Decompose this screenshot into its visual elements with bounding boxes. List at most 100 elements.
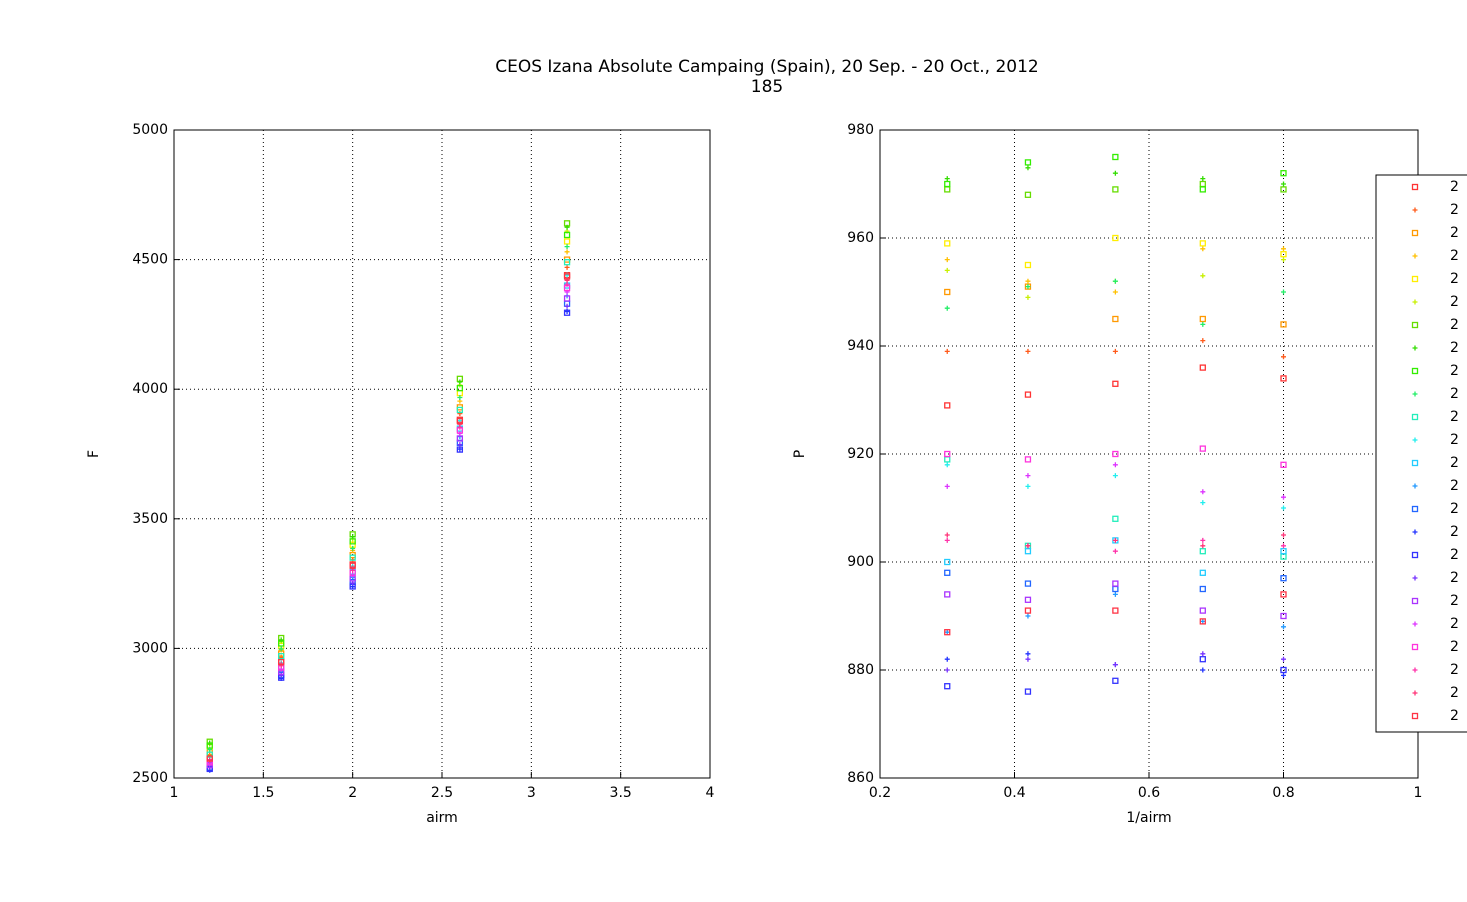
point	[944, 240, 951, 247]
point	[944, 656, 950, 662]
x-tick-label: 2.5	[431, 785, 453, 801]
x-tick-label: 4	[706, 785, 715, 801]
point	[944, 180, 951, 188]
x-tick-label: 0.8	[1272, 785, 1294, 801]
point	[1112, 585, 1119, 593]
point	[456, 385, 464, 392]
point	[1199, 240, 1206, 247]
point	[1024, 580, 1032, 587]
point	[1280, 666, 1287, 674]
point	[944, 257, 950, 263]
point	[1280, 461, 1287, 468]
point	[1281, 494, 1286, 500]
point	[1112, 170, 1118, 176]
point	[1112, 607, 1119, 614]
point	[944, 450, 951, 458]
point	[1280, 251, 1287, 258]
point	[1025, 284, 1031, 290]
point	[1280, 612, 1287, 620]
point	[457, 442, 463, 448]
point	[1199, 607, 1206, 614]
legend-box	[1375, 174, 1467, 733]
point	[1281, 257, 1286, 263]
point	[1024, 191, 1032, 198]
point	[1199, 364, 1206, 371]
point	[564, 244, 570, 250]
legend-marker	[1411, 275, 1419, 283]
point	[1200, 338, 1206, 344]
y-tick-label: 980	[847, 122, 874, 138]
legend-marker	[1411, 367, 1419, 375]
point	[1112, 537, 1118, 543]
point	[1025, 483, 1031, 489]
point	[1280, 186, 1287, 193]
x-tick-label: 2	[348, 785, 357, 801]
point	[944, 402, 951, 409]
point	[563, 238, 571, 245]
legend-marker	[1411, 712, 1419, 720]
legend-marker	[1411, 229, 1419, 237]
point	[1112, 462, 1118, 468]
legend-label: 2	[1450, 386, 1459, 402]
legend-marker	[1412, 690, 1418, 696]
point	[1281, 532, 1286, 538]
legend-label: 2	[1450, 547, 1459, 563]
point	[1112, 515, 1119, 522]
point	[1024, 391, 1032, 398]
point	[944, 667, 950, 673]
legend-marker	[1412, 529, 1418, 535]
point	[349, 554, 356, 561]
point	[1281, 656, 1286, 662]
point	[1199, 180, 1206, 188]
point	[944, 186, 951, 193]
point	[944, 483, 950, 489]
legend-marker	[1411, 597, 1419, 605]
point	[278, 658, 285, 666]
point	[1199, 656, 1206, 663]
x-tick-label: 1	[1414, 785, 1423, 801]
point	[457, 379, 463, 385]
point	[1024, 548, 1032, 555]
legend-label: 2	[1450, 478, 1459, 494]
point	[944, 683, 951, 690]
point	[944, 532, 950, 538]
axes-frame	[173, 129, 711, 779]
point	[1112, 289, 1118, 295]
legend-label: 2	[1450, 639, 1459, 655]
point	[1024, 456, 1032, 463]
point	[456, 389, 464, 397]
point	[1112, 580, 1119, 587]
point	[1280, 321, 1287, 328]
x-tick-label: 3.5	[610, 785, 632, 801]
point	[1200, 489, 1206, 495]
point	[944, 629, 951, 636]
point	[1281, 543, 1286, 549]
point	[564, 303, 570, 309]
legend-label: 2	[1450, 708, 1459, 724]
point	[1200, 246, 1206, 252]
x-tick-label: 3	[527, 785, 536, 801]
x-tick-label: 0.6	[1138, 785, 1160, 801]
y-tick-label: 3500	[132, 511, 168, 527]
point	[944, 462, 950, 468]
point	[1024, 688, 1032, 695]
point	[1112, 677, 1119, 684]
y-tick-label: 900	[847, 554, 874, 570]
legend-label: 2	[1450, 225, 1459, 241]
point	[1280, 575, 1287, 582]
legend-label: 2	[1450, 501, 1459, 517]
point	[1025, 613, 1031, 619]
point	[1112, 186, 1119, 193]
point	[944, 348, 950, 354]
point	[563, 273, 571, 280]
legend-marker	[1412, 299, 1418, 305]
legend-label: 2	[1450, 524, 1459, 540]
y-tick-label: 880	[847, 662, 874, 678]
legend-marker	[1411, 183, 1419, 191]
point	[564, 249, 570, 255]
legend-marker	[1412, 483, 1418, 489]
point	[1280, 375, 1287, 382]
point	[1112, 234, 1119, 242]
point	[1112, 315, 1119, 323]
point	[944, 176, 950, 182]
